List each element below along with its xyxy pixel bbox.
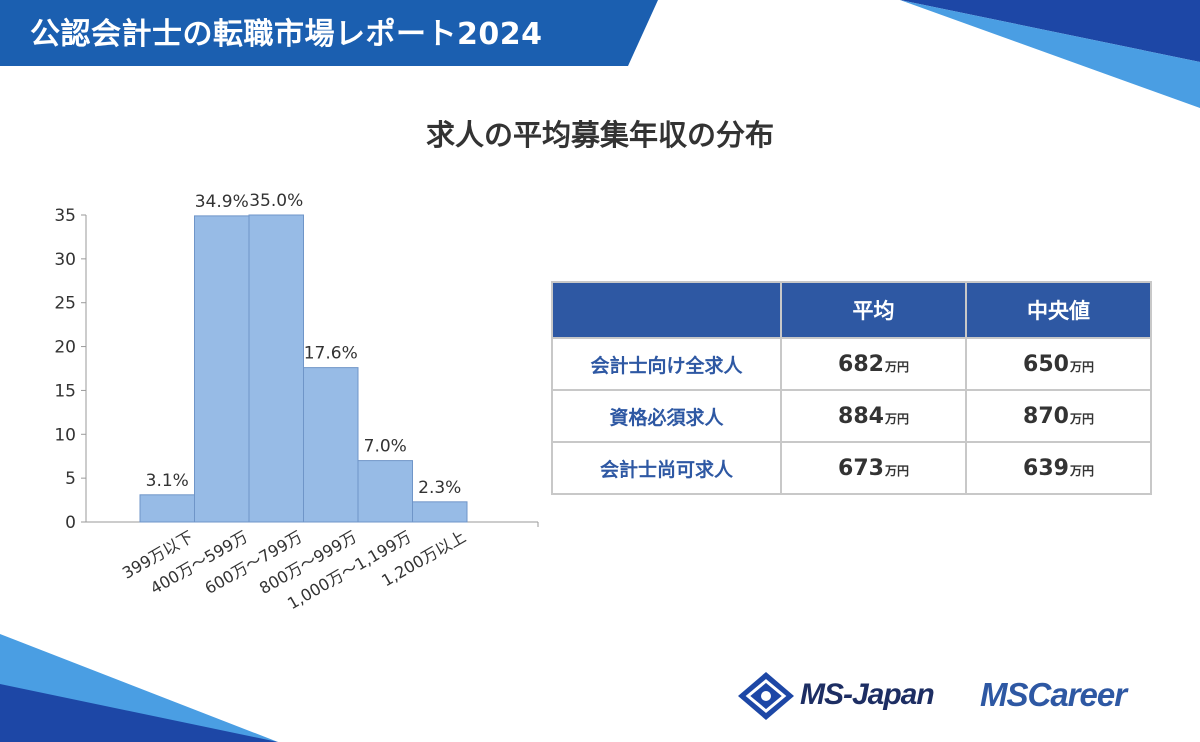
ms-career-logo: MSCareer (980, 676, 1127, 713)
ms-japan-logo: MS-Japan (800, 678, 935, 711)
average-cell: 884万円 (780, 389, 967, 443)
data-label: 17.6% (304, 344, 358, 364)
average-value: 884 (838, 403, 884, 429)
unit-label: 万円 (884, 411, 909, 426)
report-title: 公認会計士の転職市場レポート2024 (30, 17, 543, 52)
average-cell: 673万円 (780, 441, 967, 495)
chart-title: 求人の平均募集年収の分布 (425, 118, 774, 152)
header-banner (0, 0, 658, 66)
average-value: 682 (838, 351, 884, 377)
data-label: 34.9% (195, 192, 249, 212)
data-label: 35.0% (249, 191, 303, 211)
corner-swoosh-top-right-light (900, 0, 1200, 108)
table-header-median: 中央値 (965, 281, 1152, 339)
row-label: 会計士向け全求人 (551, 337, 782, 391)
data-label: 2.3% (418, 478, 461, 498)
median-cell: 870万円 (965, 389, 1152, 443)
bar (139, 494, 195, 523)
ms-japan-logo-icon (738, 672, 794, 720)
y-tick-label: 5 (65, 469, 76, 489)
unit-label: 万円 (884, 359, 909, 374)
table-header-row: 平均 中央値 (551, 281, 1152, 339)
table-header-average: 平均 (780, 281, 967, 339)
y-tick-label: 25 (54, 294, 76, 314)
median-cell: 650万円 (965, 337, 1152, 391)
y-tick-label: 35 (54, 206, 76, 226)
corner-swoosh-bottom-left-dark (0, 684, 278, 742)
y-tick-label: 30 (54, 250, 76, 270)
histogram-chart: 051015202530353.1%399万以下34.9%400万～599万35… (54, 191, 539, 613)
bar (303, 367, 359, 523)
median-cell: 639万円 (965, 441, 1152, 495)
salary-summary-table: 平均 中央値 会計士向け全求人 682万円 650万円 資格必須求人 884万円… (551, 281, 1152, 495)
median-value: 650 (1023, 351, 1069, 377)
data-label: 3.1% (146, 471, 189, 491)
row-label: 会計士尚可求人 (551, 441, 782, 495)
y-tick-label: 0 (65, 513, 76, 533)
row-label: 資格必須求人 (551, 389, 782, 443)
y-tick-label: 20 (54, 338, 76, 358)
average-cell: 682万円 (780, 337, 967, 391)
table-header-blank (551, 281, 782, 339)
bar (412, 501, 468, 523)
average-value: 673 (838, 455, 884, 481)
table-row: 会計士尚可求人 673万円 639万円 (551, 441, 1152, 495)
unit-label: 万円 (1069, 359, 1094, 374)
table-row: 資格必須求人 884万円 870万円 (551, 389, 1152, 443)
y-tick-label: 10 (54, 425, 76, 445)
unit-label: 万円 (1069, 411, 1094, 426)
unit-label: 万円 (884, 463, 909, 478)
bar (248, 214, 304, 523)
y-tick-label: 15 (54, 381, 76, 401)
bar (194, 215, 250, 523)
median-value: 639 (1023, 455, 1069, 481)
unit-label: 万円 (1069, 463, 1094, 478)
bar (357, 460, 413, 523)
data-label: 7.0% (364, 437, 407, 457)
table-row: 会計士向け全求人 682万円 650万円 (551, 337, 1152, 391)
median-value: 870 (1023, 403, 1069, 429)
